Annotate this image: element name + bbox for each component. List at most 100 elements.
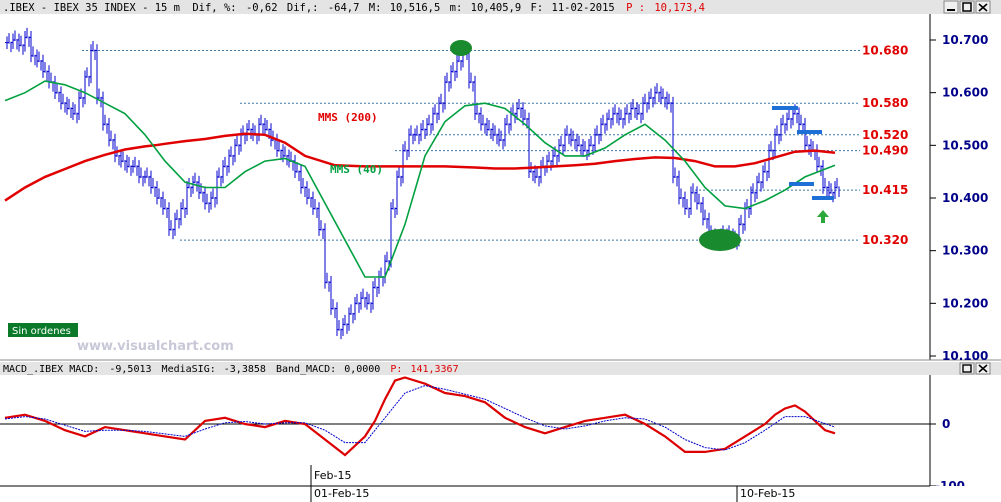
price-bar bbox=[197, 175, 204, 203]
header-bar bbox=[0, 0, 1001, 14]
price-bar bbox=[311, 191, 318, 219]
mms40-label: MMS (40) bbox=[330, 163, 383, 176]
blue-markers bbox=[772, 106, 834, 200]
price-bar bbox=[269, 123, 276, 150]
price-bar bbox=[59, 86, 66, 113]
price-bar bbox=[335, 302, 342, 340]
top-marker-oval bbox=[450, 40, 472, 56]
price-bar bbox=[407, 125, 414, 157]
price-bar bbox=[395, 167, 402, 215]
price-bar bbox=[437, 93, 444, 121]
maximize-icon bbox=[962, 2, 972, 12]
price-bar bbox=[623, 104, 630, 126]
price-bar bbox=[785, 109, 792, 131]
moving-averages bbox=[4, 80, 836, 278]
y-tick-label: 10.500 bbox=[942, 138, 988, 152]
macd-maximize-button[interactable] bbox=[959, 362, 975, 375]
price-bar bbox=[569, 128, 576, 150]
blue-marker bbox=[797, 130, 822, 134]
signal-line bbox=[4, 385, 836, 451]
price-bar bbox=[761, 162, 768, 189]
price-bar bbox=[659, 86, 666, 108]
price-bar bbox=[203, 186, 210, 213]
price-bar bbox=[581, 139, 588, 161]
price-bar bbox=[119, 149, 126, 171]
macd-y-tick-label: 0 bbox=[942, 417, 950, 431]
price-bar bbox=[11, 30, 18, 50]
y-tick-label: 10.300 bbox=[942, 244, 988, 258]
window-controls-top bbox=[943, 0, 991, 14]
price-bar bbox=[125, 154, 132, 176]
price-bar bbox=[593, 125, 600, 152]
price-bar bbox=[401, 141, 408, 184]
price-bar bbox=[419, 120, 426, 142]
price-bar bbox=[371, 278, 378, 310]
date-label-1: 01-Feb-15 bbox=[314, 487, 369, 500]
maximize-icon bbox=[962, 364, 972, 373]
price-bar bbox=[77, 88, 84, 121]
price-bar bbox=[305, 181, 312, 208]
date-label-2: 10-Feb-15 bbox=[740, 487, 795, 500]
blue-marker bbox=[812, 196, 834, 200]
orders-badge[interactable] bbox=[8, 323, 78, 337]
price-bar bbox=[359, 288, 366, 310]
price-bar bbox=[449, 62, 456, 89]
level-label: 10.415 bbox=[862, 183, 908, 197]
price-bar bbox=[347, 304, 354, 331]
window-controls-macd bbox=[959, 362, 991, 375]
price-bar bbox=[491, 123, 498, 145]
price-bar bbox=[233, 135, 240, 163]
watermark: www.visualchart.com bbox=[77, 339, 234, 354]
price-bar bbox=[677, 170, 684, 208]
price-bar bbox=[689, 183, 696, 215]
price-bar bbox=[317, 202, 324, 240]
mms200-label: MMS (200) bbox=[318, 111, 378, 124]
price-bar bbox=[35, 49, 42, 71]
price-bar bbox=[131, 156, 138, 176]
price-bar bbox=[641, 93, 648, 121]
price-bar bbox=[161, 191, 168, 219]
price-bar bbox=[695, 186, 702, 213]
price-bar bbox=[773, 125, 780, 157]
price-bar bbox=[89, 41, 96, 84]
price-bar bbox=[65, 96, 72, 118]
price-bar bbox=[299, 165, 306, 197]
price-bar bbox=[803, 117, 810, 155]
price-bar bbox=[557, 135, 564, 163]
price-bar bbox=[113, 133, 120, 166]
price-bar bbox=[41, 54, 48, 82]
close-icon bbox=[978, 3, 988, 12]
price-bar bbox=[221, 156, 228, 184]
y-tick-label: 10.700 bbox=[942, 33, 988, 47]
price-bar bbox=[209, 188, 216, 210]
price-bar bbox=[479, 107, 486, 134]
price-bar bbox=[353, 293, 360, 321]
price-bar bbox=[431, 104, 438, 131]
price-bar bbox=[779, 114, 786, 142]
orders-badge-text: Sin ordenes bbox=[12, 326, 71, 337]
price-axis: 10.700 10.600 10.500 10.400 10.300 10.200 10.1… bbox=[930, 33, 988, 363]
blue-marker bbox=[772, 106, 798, 110]
level-label: 10.490 bbox=[862, 144, 908, 158]
price-bar bbox=[683, 191, 690, 219]
price-bar bbox=[71, 102, 78, 124]
price-bar bbox=[539, 156, 546, 184]
price-bar bbox=[833, 177, 840, 200]
price-bar bbox=[497, 128, 504, 150]
price-bar bbox=[671, 96, 678, 187]
price-bar bbox=[413, 125, 420, 145]
date-axis bbox=[0, 486, 1001, 502]
price-bar bbox=[167, 202, 174, 240]
minimize-button[interactable] bbox=[943, 0, 959, 14]
price-bar bbox=[575, 133, 582, 155]
price-bar bbox=[617, 107, 624, 129]
macd-header-bar bbox=[0, 362, 1001, 375]
price-bar bbox=[701, 196, 708, 229]
price-bar bbox=[635, 102, 642, 124]
price-bar bbox=[329, 275, 336, 319]
price-bar bbox=[5, 33, 12, 53]
price-bar bbox=[95, 44, 102, 108]
price-bar bbox=[503, 114, 510, 147]
price-bar bbox=[425, 114, 432, 136]
